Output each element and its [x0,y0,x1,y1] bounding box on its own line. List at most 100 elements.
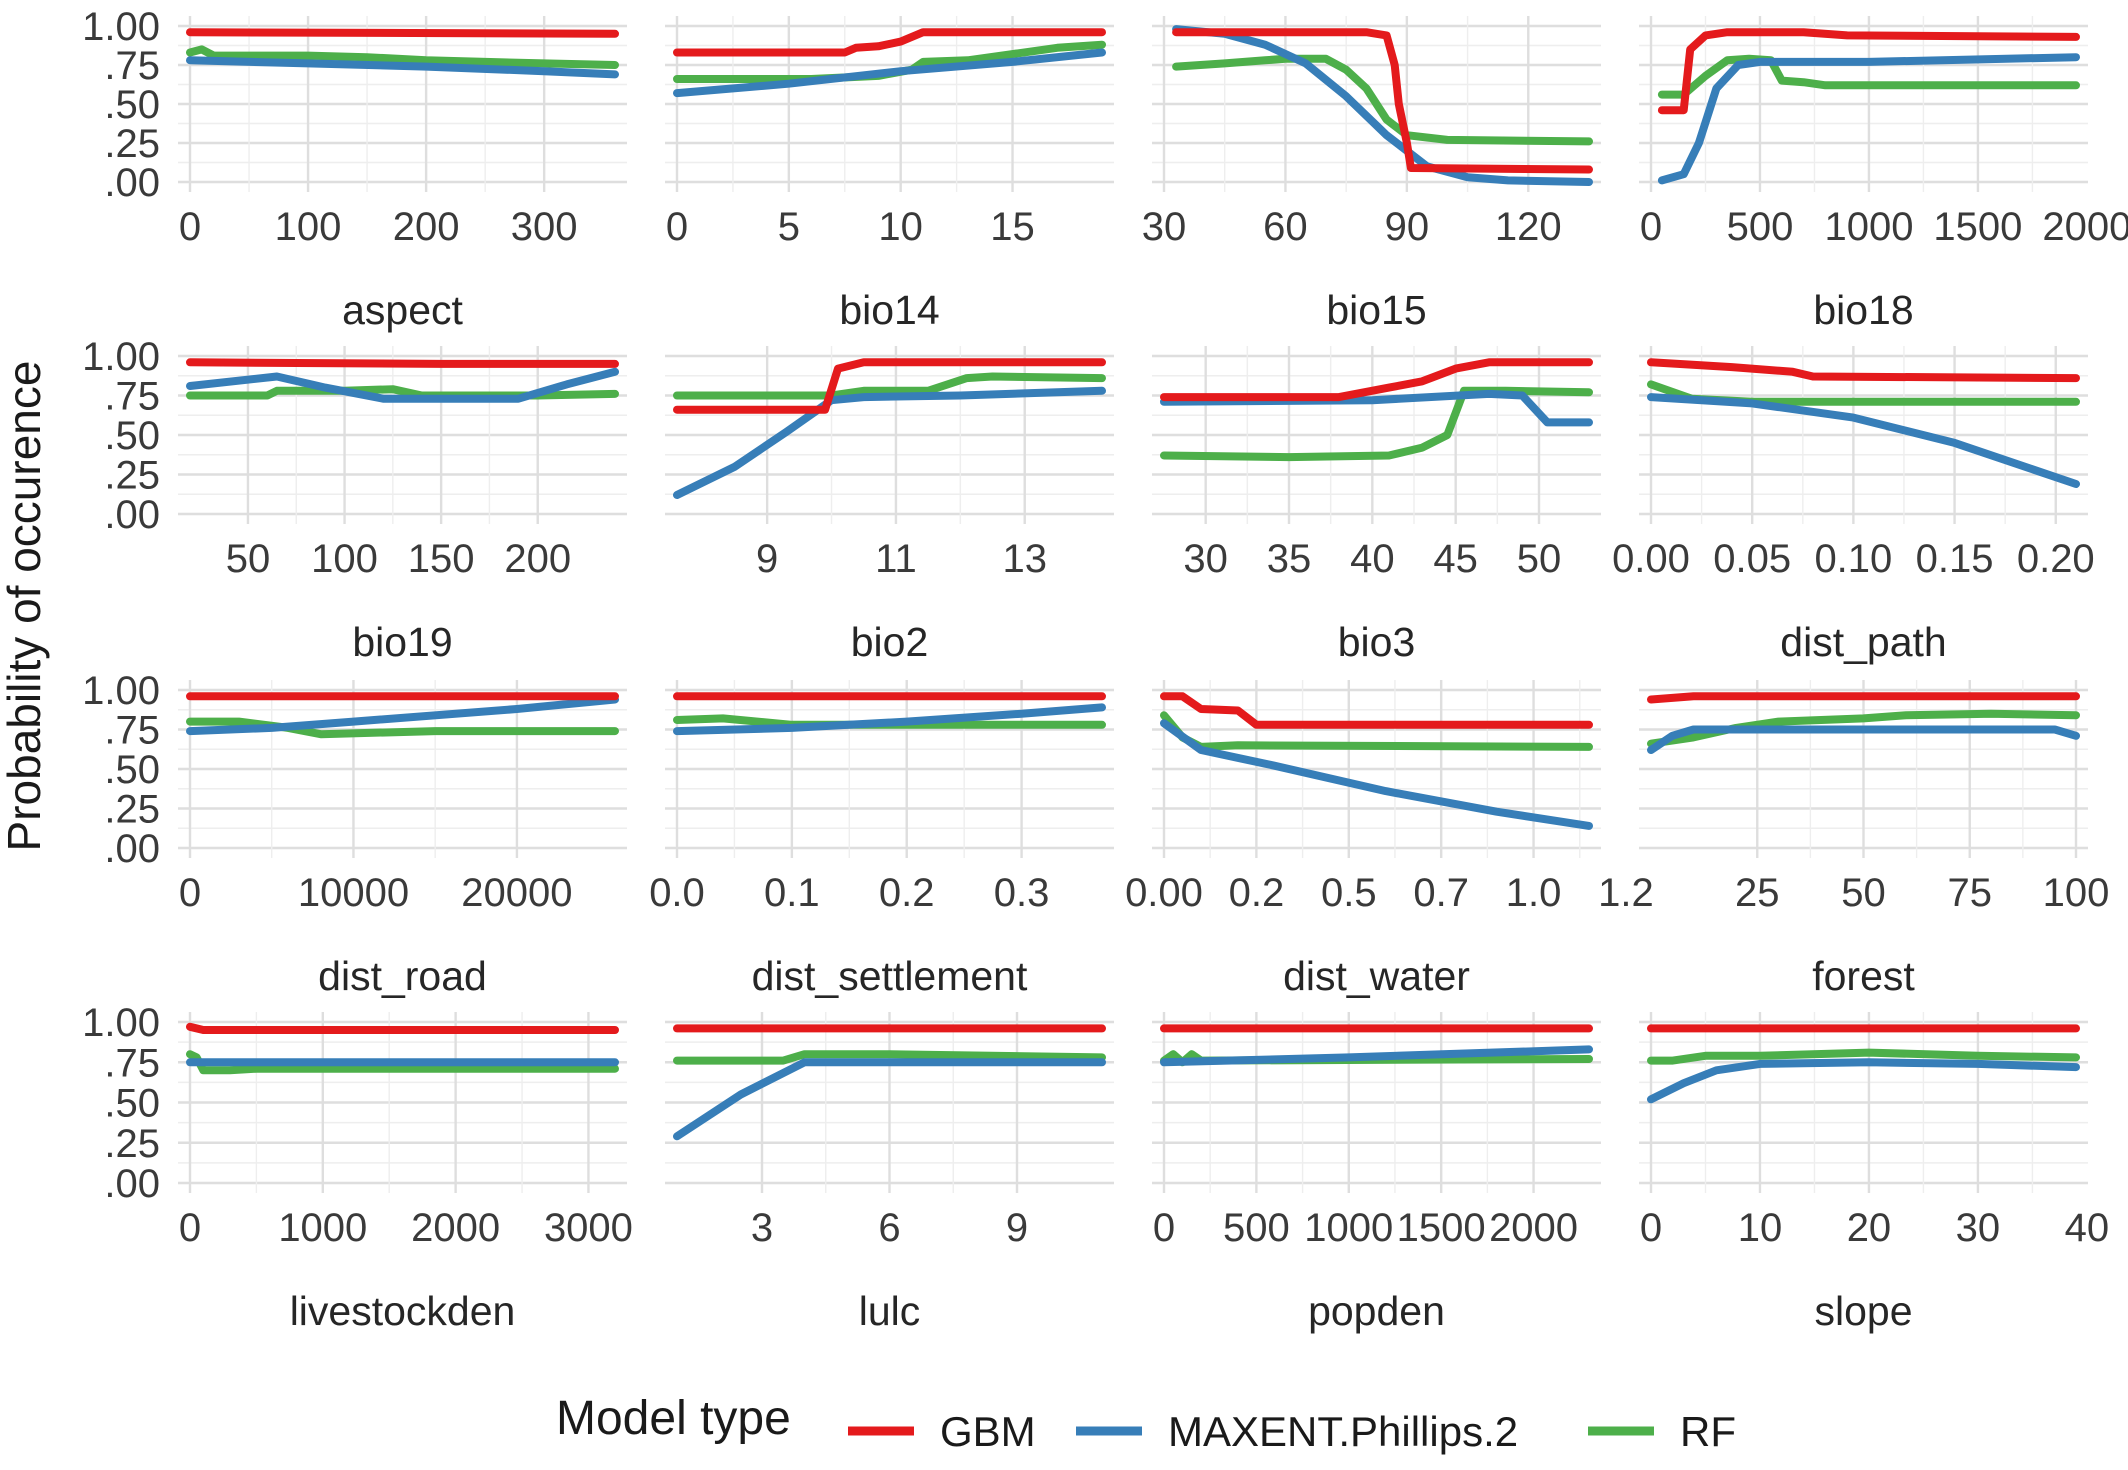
y-tick-label: .25 [104,454,160,498]
x-tick-label: 200 [393,205,460,249]
x-tick-label: 200 [504,537,571,581]
x-tick-label: 1000 [1824,205,1913,249]
series-line-gbm-bio2 [673,358,1106,414]
series-line-maxent-phillips-2-lulc [673,1058,1106,1141]
legend-label: GBM [940,1408,1036,1455]
x-tick-label: 0.3 [994,871,1050,915]
x-tick-label: 6 [878,1206,900,1250]
panel-dist-road: 1.00.75.50.25.00 0 10000 20000 dist_road [82,669,627,999]
x-tick-label: 3 [751,1206,773,1250]
series-line-gbm-bio14 [673,28,1106,57]
series-line-maxent-phillips-2-dist-road [186,695,619,736]
x-tick-label: 0.00 [1125,871,1203,915]
series-line-rf-slope [1647,1048,2080,1065]
y-tick-label: 1.00 [82,335,160,379]
legend-item-maxent-phillips-2: MAXENT.Phillips.2 [1076,1408,1518,1455]
x-tick-label: 75 [1948,871,1993,915]
y-tick-label: .75 [104,44,160,88]
x-tick-label: 0.5 [1321,871,1377,915]
x-tick-label: 0.00 [1612,537,1690,581]
series-line-gbm-dist-water [1160,692,1593,729]
series-line-maxent-phillips-2-dist-water [1160,719,1593,830]
x-tick-label: 20 [1847,1206,1892,1250]
panel-slope: 0 10 20 30 40 slope [1639,1012,2109,1334]
x-tick-label: 5 [778,205,800,249]
series-line-gbm-bio15 [1172,28,1593,174]
x-tick-label: 20000 [461,871,572,915]
series-line-gbm-bio3 [1160,358,1593,402]
x-tick-label: 15 [990,205,1035,249]
panel-livestockden: 1.00.75.50.25.00 0 1000 2000 3000 livestockde… [82,1001,633,1334]
x-tick-label: 0.10 [1814,537,1892,581]
x-tick-label: 2000 [411,1206,500,1250]
panel-title-aspect: aspect [342,287,463,333]
x-tick-label: 40 [2065,1206,2110,1250]
panel-bio15: 30 60 90 120 bio15 [1142,16,1601,333]
panel-title-dist-settlement: dist_settlement [752,953,1028,999]
y-tick-label: .50 [104,83,160,127]
x-tick-label: 300 [511,205,578,249]
x-tick-label: 11 [875,537,917,581]
x-tick-label: 0.0 [649,871,705,915]
y-tick-label: 1.00 [82,1001,160,1045]
panel-title-bio3: bio3 [1338,619,1416,665]
panel-title-popden: popden [1308,1288,1445,1334]
x-tick-label: 1000 [1304,1206,1393,1250]
x-tick-label: 0 [179,205,201,249]
x-tick-label: 1500 [1397,1206,1486,1250]
panel-bio18: 0 500 1000 1500 2000 bio18 [1639,16,2128,333]
y-axis-label: Probability of occurence [0,361,50,852]
x-tick-label: 0 [179,871,201,915]
x-tick-label: 90 [1385,205,1430,249]
panel-title-livestockden: livestockden [290,1288,516,1334]
series-line-maxent-phillips-2-slope [1647,1058,2080,1104]
x-tick-label: 0 [1640,1206,1662,1250]
x-tick-label: 1.0 [1506,871,1562,915]
series-line-maxent-phillips-2-bio19 [186,367,619,403]
y-tick-label: .00 [104,1162,160,1206]
x-tick-label: 25 [1735,871,1780,915]
panel-title-bio15: bio15 [1326,287,1426,333]
panel-bio14: 0 5 10 15 bio14 [665,16,1114,333]
x-tick-label: 0.7 [1413,871,1469,915]
y-tick-label: .25 [104,122,160,166]
series-line-gbm-livestockden [186,1022,619,1034]
x-tick-label: 30 [1956,1206,2001,1250]
x-tick-label: 3000 [544,1206,633,1250]
panel-title-dist-road: dist_road [318,953,487,999]
x-tick-label: 0 [1153,1206,1175,1250]
x-tick-label: 0.2 [1229,871,1285,915]
x-tick-label: 100 [311,537,378,581]
panel-lulc: 3 6 9 lulc [665,1012,1114,1334]
panel-title-bio14: bio14 [839,287,939,333]
series-line-maxent-phillips-2-bio15 [1172,25,1593,186]
panel-title-dist-path: dist_path [1780,619,1946,665]
x-tick-label: 60 [1263,205,1308,249]
panel-title-bio18: bio18 [1813,287,1913,333]
x-tick-label: 1000 [278,1206,367,1250]
y-tick-label: .50 [104,748,160,792]
x-tick-label: 50 [1841,871,1886,915]
series-line-gbm-bio19 [186,358,619,368]
x-tick-label: 0.15 [1916,537,1994,581]
panel-popden: 0 500 1000 1500 2000 popden [1152,1012,1601,1334]
x-tick-label: 0 [1640,205,1662,249]
series-line-gbm-aspect [186,28,619,38]
series-line-maxent-phillips-2-bio14 [673,48,1106,98]
series-line-rf-dist-road [186,717,619,739]
x-tick-label: 10 [878,205,923,249]
series-line-maxent-phillips-2-forest [1647,725,2080,754]
x-tick-label: 100 [2043,871,2110,915]
series-line-rf-lulc [673,1050,1106,1065]
legend-item-rf: RF [1588,1408,1736,1455]
x-tick-label: 2000 [1489,1206,1578,1250]
x-tick-label: 0.1 [764,871,820,915]
x-tick-label: 30 [1183,537,1228,581]
series-line-gbm-bio18 [1657,28,2080,115]
legend-title: Model type [556,1392,791,1445]
panel-bio2: 9 11 13 bio2 [665,346,1114,665]
series-line-maxent-phillips-2-aspect [186,56,619,79]
panel-title-bio19: bio19 [352,619,452,665]
